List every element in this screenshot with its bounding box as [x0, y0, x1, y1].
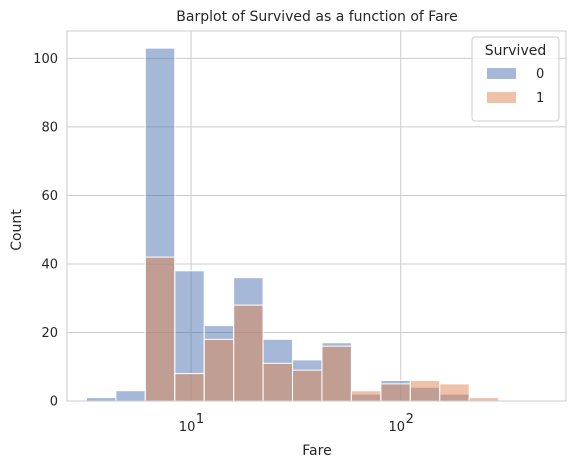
- bar-survived-0: [115, 390, 146, 402]
- x-tick-label: 10: [388, 420, 405, 435]
- bar-survived-1: [409, 379, 441, 402]
- bar-survived-1: [262, 362, 294, 402]
- legend-label-1: 1: [536, 91, 544, 106]
- chart-title: Barplot of Survived as a function of Far…: [176, 9, 457, 25]
- legend: Survived 0 1: [471, 36, 560, 122]
- x-tick-label: 10: [179, 420, 196, 435]
- legend-swatch-1: [487, 92, 516, 103]
- legend-label-0: 0: [536, 67, 544, 82]
- y-tick-label: 20: [41, 326, 58, 341]
- y-axis-title: Count: [9, 209, 25, 251]
- x-tick-exponent: 1: [196, 412, 204, 427]
- y-tick-label: 0: [50, 395, 58, 410]
- x-axis-title: Fare: [302, 443, 331, 459]
- bar-survived-1: [380, 383, 411, 402]
- y-tick-label: 60: [41, 189, 58, 204]
- bar-survived-0: [85, 397, 117, 402]
- bar-survived-1: [233, 304, 264, 402]
- legend-swatch-0: [487, 68, 516, 79]
- bar-survived-1: [350, 390, 382, 402]
- y-tick-label: 100: [33, 52, 58, 67]
- x-tick-exponent: 2: [406, 412, 414, 427]
- bar-survived-1: [174, 373, 205, 402]
- bar-survived-1: [203, 338, 235, 402]
- bar-survived-1: [468, 397, 500, 402]
- legend-title: Survived: [485, 43, 546, 59]
- plot-frame: [66, 30, 567, 402]
- bar-survived-1: [321, 345, 352, 402]
- bar-survived-1: [144, 256, 176, 402]
- y-tick-label: 40: [41, 257, 58, 272]
- y-tick-label: 80: [41, 120, 58, 135]
- bar-survived-1: [292, 369, 323, 402]
- bar-survived-1: [439, 383, 470, 402]
